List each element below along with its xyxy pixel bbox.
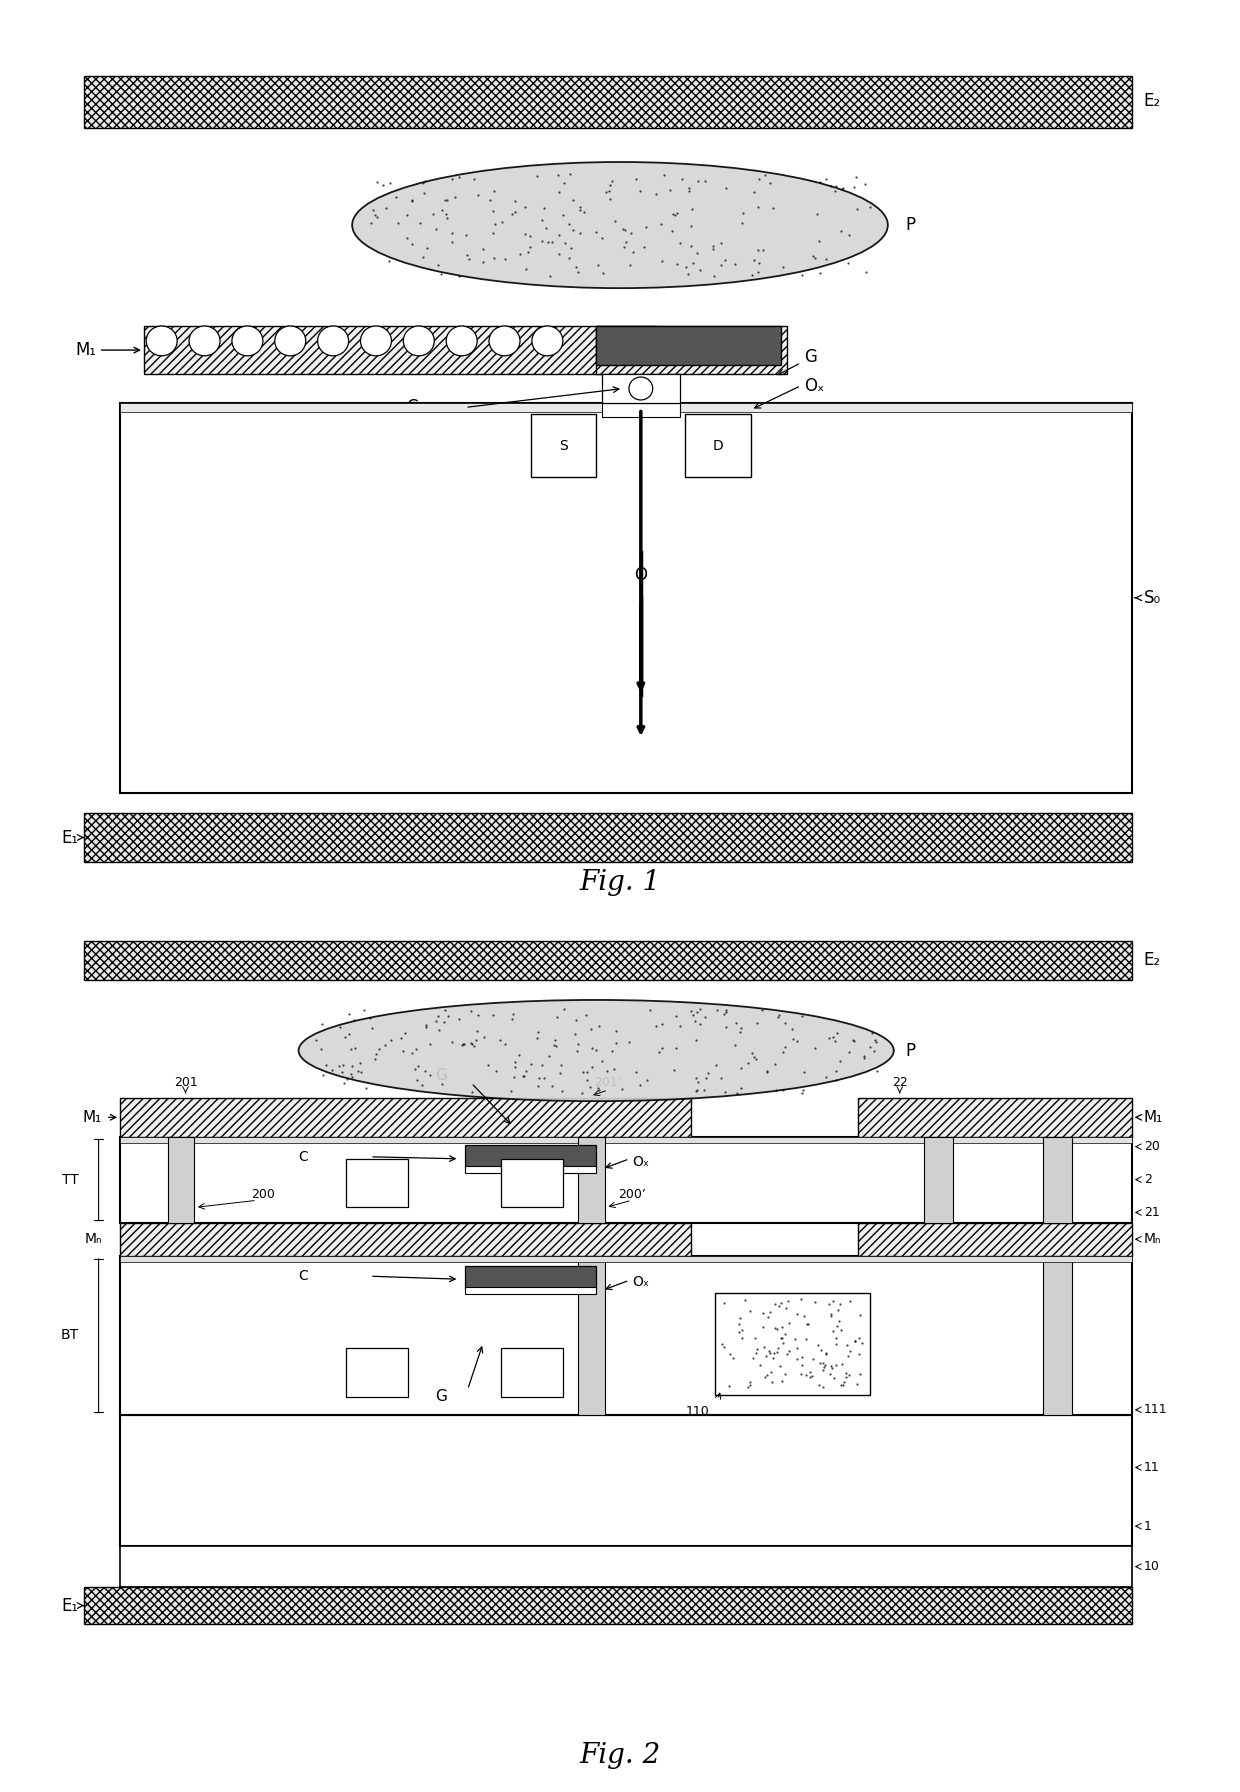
Bar <box>120 1136 1132 1222</box>
Bar <box>858 1222 1132 1256</box>
Bar <box>84 941 1132 980</box>
Bar <box>120 1256 1132 1416</box>
Ellipse shape <box>299 1000 894 1100</box>
Bar <box>465 1287 596 1294</box>
Bar <box>578 1136 605 1222</box>
Circle shape <box>532 326 563 357</box>
Circle shape <box>188 326 219 357</box>
Text: 201’: 201’ <box>594 1077 622 1090</box>
Text: C: C <box>299 1269 309 1283</box>
Text: G: G <box>805 348 817 366</box>
Text: 10: 10 <box>1143 1561 1159 1573</box>
Bar <box>578 1256 605 1416</box>
Bar <box>167 1136 193 1222</box>
Bar <box>84 1588 1132 1624</box>
Text: E₂: E₂ <box>1143 952 1161 969</box>
Circle shape <box>629 376 652 400</box>
Text: 21: 21 <box>1143 1206 1159 1219</box>
Text: BT: BT <box>61 1328 78 1342</box>
Text: G: G <box>435 1389 448 1405</box>
Bar <box>686 414 751 477</box>
Text: Fig. 1: Fig. 1 <box>579 869 661 896</box>
Circle shape <box>446 326 477 357</box>
Bar <box>715 1294 870 1394</box>
Text: G: G <box>435 1068 448 1084</box>
Bar <box>120 1098 692 1136</box>
Bar <box>120 403 1132 412</box>
Text: S: S <box>559 439 568 453</box>
Bar <box>120 1256 1132 1262</box>
Text: 200: 200 <box>250 1188 275 1201</box>
Circle shape <box>403 326 434 357</box>
Text: D: D <box>713 439 724 453</box>
Bar <box>346 1348 408 1396</box>
Ellipse shape <box>352 161 888 289</box>
Text: E₂: E₂ <box>1143 91 1161 111</box>
Bar <box>346 1159 408 1208</box>
Text: D: D <box>527 1366 537 1378</box>
Text: Oₓ: Oₓ <box>805 376 825 394</box>
Text: D: D <box>527 1177 537 1190</box>
Text: 11: 11 <box>1143 1460 1159 1475</box>
Bar <box>858 1098 1132 1136</box>
Bar <box>120 1546 1132 1588</box>
Bar <box>465 1145 596 1167</box>
Bar <box>596 326 786 375</box>
Text: 20: 20 <box>1143 1140 1159 1154</box>
Text: 201: 201 <box>174 1077 197 1090</box>
Bar <box>603 375 680 403</box>
Bar <box>144 326 656 375</box>
Bar <box>120 1222 692 1256</box>
Bar <box>465 1267 596 1288</box>
Text: 2: 2 <box>1143 1174 1152 1186</box>
Text: O: O <box>635 566 647 584</box>
Text: M₁: M₁ <box>83 1109 102 1125</box>
Text: M₁: M₁ <box>76 340 97 358</box>
Circle shape <box>489 326 520 357</box>
Bar <box>596 326 781 366</box>
Text: P: P <box>905 217 916 235</box>
Text: Mₙ: Mₙ <box>84 1233 102 1245</box>
Text: P: P <box>905 1041 916 1059</box>
Bar <box>501 1348 563 1396</box>
Bar <box>84 814 1132 862</box>
Circle shape <box>146 326 177 357</box>
Text: S: S <box>373 1366 381 1378</box>
Circle shape <box>361 326 392 357</box>
Text: C: C <box>299 1150 309 1163</box>
Bar <box>1043 1136 1073 1222</box>
Text: 111: 111 <box>1143 1403 1167 1416</box>
Text: Oₓ: Oₓ <box>632 1154 649 1168</box>
Text: 22: 22 <box>892 1077 908 1090</box>
Text: E₁: E₁ <box>61 1597 78 1615</box>
Bar <box>501 1159 563 1208</box>
Text: S₀: S₀ <box>1143 590 1161 607</box>
Text: Oₓ: Oₓ <box>632 1276 649 1288</box>
Text: C: C <box>405 398 417 416</box>
Bar <box>603 403 680 416</box>
Bar <box>120 403 1132 792</box>
Text: 1: 1 <box>1143 1520 1152 1532</box>
Text: 200’: 200’ <box>618 1188 646 1201</box>
Text: Fig. 2: Fig. 2 <box>579 1742 661 1769</box>
Circle shape <box>317 326 348 357</box>
Bar <box>531 414 596 477</box>
Text: S: S <box>373 1177 381 1190</box>
Bar <box>465 1167 596 1174</box>
Bar <box>84 75 1132 127</box>
Bar <box>120 1416 1132 1546</box>
Bar <box>924 1136 954 1222</box>
Text: 110: 110 <box>686 1405 709 1417</box>
Circle shape <box>232 326 263 357</box>
Bar <box>120 1136 1132 1143</box>
Circle shape <box>275 326 306 357</box>
Bar <box>1043 1256 1073 1416</box>
Text: TT: TT <box>62 1172 78 1186</box>
Text: E₁: E₁ <box>61 828 78 846</box>
Text: Mₙ: Mₙ <box>1143 1233 1162 1245</box>
Text: M₁: M₁ <box>1143 1109 1163 1125</box>
